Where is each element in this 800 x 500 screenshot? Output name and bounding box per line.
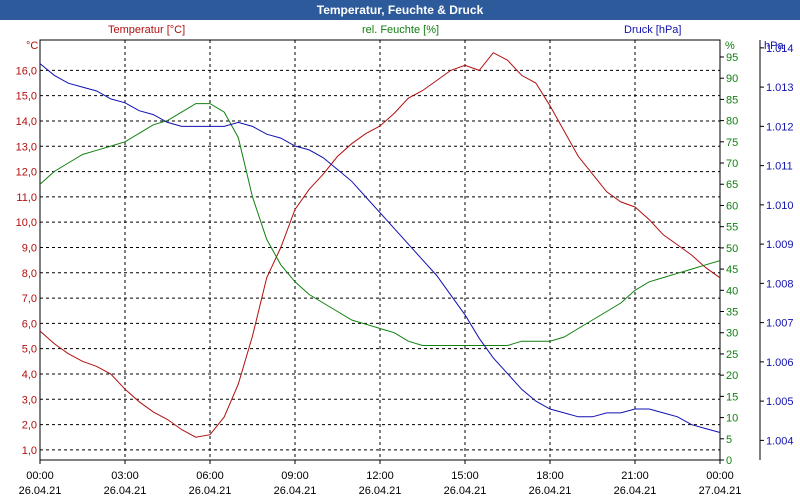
pressure-axis: 1.004 1.005 1.006 1.007 1.008 1.009 1.010 1.011… [760,43,794,447]
humidity-tick-label: 70 [726,158,738,170]
date-tick-label: 26.04.21 [19,485,62,497]
humidity-tick-label: 45 [726,264,738,276]
humidity-tick-label: 85 [726,94,738,106]
time-tick-label: 00:00 [26,470,54,482]
legend-temperature: Temperatur [°C] [108,24,186,36]
temperature-tick-label: 3,0 [22,394,37,406]
date-tick-label: 26.04.21 [274,485,317,497]
humidity-tick-label: 75 [726,137,738,149]
temperature-tick-label: 9,0 [22,242,37,254]
pressure-unit-label: hPa [764,40,784,52]
pressure-tick-label: 1.006 [766,357,794,369]
pressure-tick-label: 1.005 [766,396,794,408]
legend-humidity: rel. Feuchte [%] [362,24,440,36]
time-tick-label: 06:00 [196,470,224,482]
humidity-tick-label: 80 [726,116,738,128]
pressure-line [39,63,721,433]
series-lines [39,52,721,438]
temperature-tick-label: 14,0 [16,116,37,128]
pressure-tick-label: 1.008 [766,278,794,290]
temperature-tick-label: 12,0 [16,167,37,179]
pressure-tick-label: 1.007 [766,318,794,330]
pressure-tick-label: 1.011 [766,161,793,173]
humidity-tick-label: 15 [726,391,738,403]
temperature-tick-label: 15,0 [16,91,37,103]
temperature-tick-label: 7,0 [22,293,37,305]
chart-title: Temperatur, Feuchte & Druck [0,0,800,20]
pressure-tick-label: 1.010 [766,200,794,212]
date-tick-label: 26.04.21 [359,485,402,497]
temperature-tick-label: 13,0 [16,141,37,153]
pressure-tick-label: 1.004 [766,435,794,447]
pressure-tick-label: 1.014 [766,43,794,55]
time-axis: 00:00 26.04.21 03:00 26.04.21 06:00 26.04.21 0… [19,460,742,497]
temperature-tick-label: 6,0 [22,318,37,330]
humidity-tick-label: 90 [726,73,738,85]
temperature-tick-label: 16,0 [16,65,37,77]
humidity-unit-label: % [725,40,735,52]
humidity-tick-label: 60 [726,200,738,212]
pressure-tick-label: 1.013 [766,82,794,94]
humidity-tick-label: 0 [726,455,732,467]
date-tick-label: 26.04.21 [614,485,657,497]
grid-lines [40,40,720,460]
temperature-axis: 1,0 2,0 3,0 4,0 5,0 6,0 7,0 8,0 9,0 10,0 11,0 12,0 1… [16,65,37,457]
humidity-tick-label: 65 [726,179,738,191]
time-tick-label: 18:00 [536,470,564,482]
humidity-tick-label: 35 [726,307,738,319]
date-tick-label: 26.04.21 [529,485,572,497]
pressure-tick-label: 1.009 [766,239,794,251]
humidity-tick-label: 20 [726,370,738,382]
humidity-tick-label: 95 [726,52,738,64]
humidity-tick-label: 30 [726,328,738,340]
time-tick-label: 03:00 [111,470,139,482]
date-tick-label: 26.04.21 [444,485,487,497]
temperature-unit-label: °C [26,40,39,52]
humidity-tick-label: 25 [726,349,738,361]
humidity-tick-label: 10 [726,413,738,425]
humidity-tick-label: 50 [726,243,738,255]
pressure-tick-label: 1.012 [766,121,794,133]
temperature-tick-label: 11,0 [16,192,37,204]
humidity-axis: 0 5 10 15 20 25 30 35 40 45 50 55 60 65 70 75 80 85 90 95 [720,52,738,467]
humidity-tick-label: 55 [726,222,738,234]
legend-pressure: Druck [hPa] [624,24,682,36]
temperature-line [39,52,721,438]
humidity-tick-label: 5 [726,434,732,446]
humidity-line [39,103,721,346]
temperature-tick-label: 10,0 [16,217,37,229]
time-tick-label: 09:00 [281,470,309,482]
temperature-tick-label: 8,0 [22,268,37,280]
date-tick-label: 26.04.21 [189,485,232,497]
date-tick-label: 27.04.21 [699,485,742,497]
time-tick-label: 21:00 [621,470,649,482]
temperature-tick-label: 5,0 [22,344,37,356]
time-tick-label: 00:00 [706,470,734,482]
humidity-tick-label: 40 [726,285,738,297]
time-tick-label: 12:00 [366,470,394,482]
temperature-tick-label: 2,0 [22,420,37,432]
temperature-tick-label: 1,0 [22,445,37,457]
temperature-tick-label: 4,0 [22,369,37,381]
time-tick-label: 15:00 [451,470,479,482]
date-tick-label: 26.04.21 [104,485,147,497]
